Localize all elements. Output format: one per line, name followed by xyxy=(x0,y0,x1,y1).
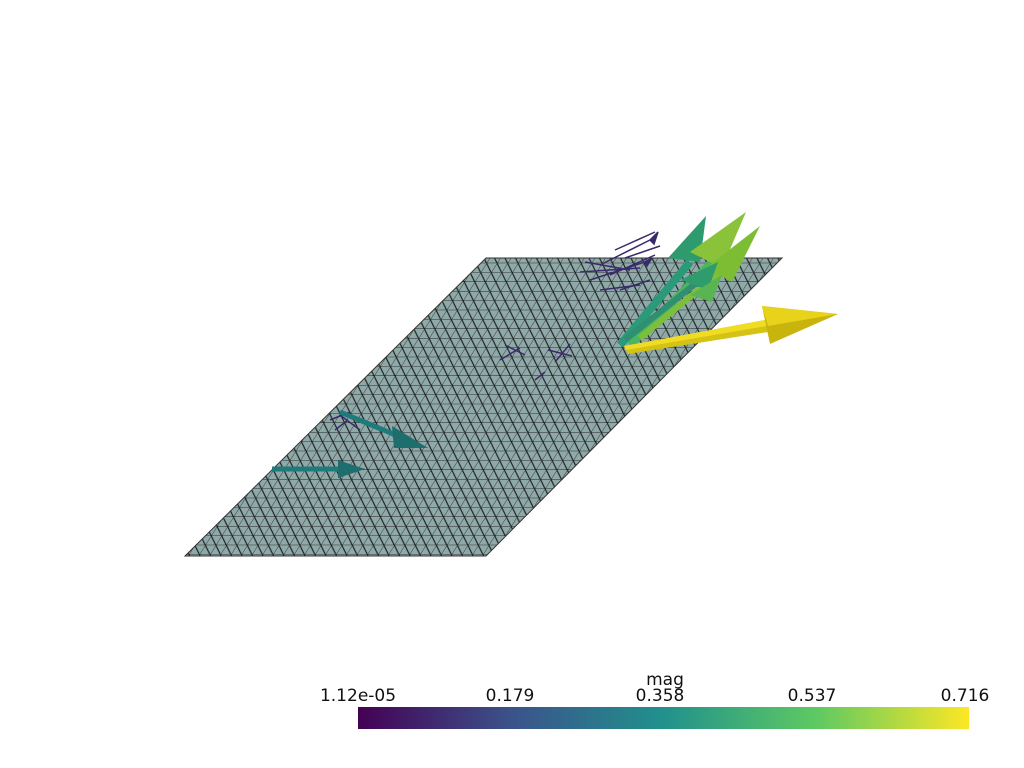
colorbar: mag 1.12e-05 0.179 0.358 0.537 0.716 xyxy=(320,668,1000,738)
colorbar-tick-1: 0.179 xyxy=(485,686,535,706)
teal-arrow-1 xyxy=(272,460,365,478)
colorbar-tick-2: 0.358 xyxy=(635,686,685,706)
colorbar-tick-3: 0.537 xyxy=(787,686,837,706)
colorbar-title: mag xyxy=(646,670,684,690)
colorbar-tick-0: 1.12e-05 xyxy=(319,686,397,706)
green-arrow-bundle xyxy=(616,212,760,348)
colorbar-gradient xyxy=(358,707,969,729)
yellow-arrow xyxy=(624,306,838,354)
mesh-plane xyxy=(183,257,784,557)
teal-arrow-2 xyxy=(339,409,428,448)
colorbar-tick-4: 0.716 xyxy=(940,686,990,706)
